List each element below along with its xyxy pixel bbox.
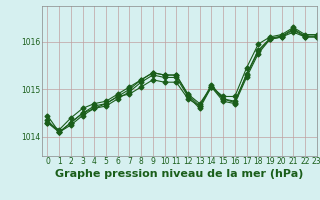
X-axis label: Graphe pression niveau de la mer (hPa): Graphe pression niveau de la mer (hPa): [55, 169, 303, 179]
